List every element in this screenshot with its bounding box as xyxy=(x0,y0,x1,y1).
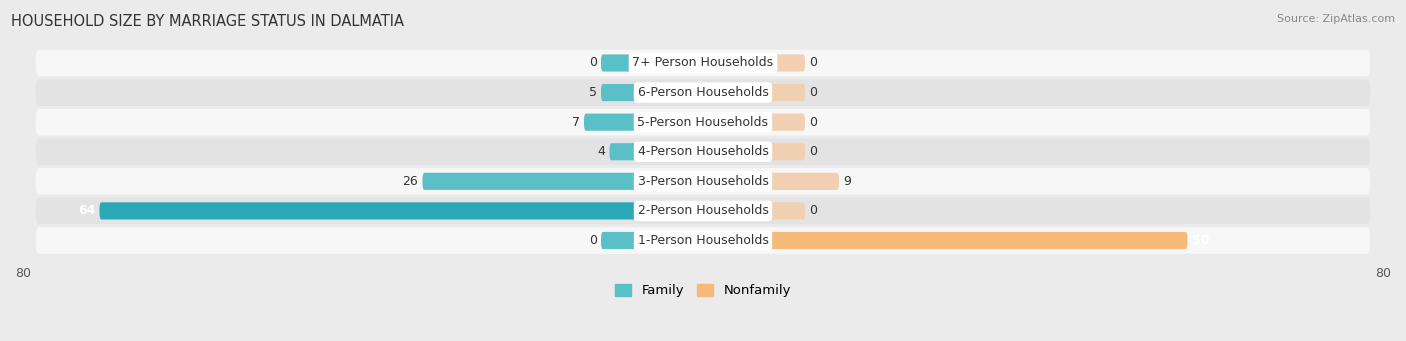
FancyBboxPatch shape xyxy=(703,143,806,160)
FancyBboxPatch shape xyxy=(703,202,806,220)
FancyBboxPatch shape xyxy=(703,55,806,72)
Text: 4: 4 xyxy=(598,145,605,158)
Text: 3-Person Households: 3-Person Households xyxy=(637,175,769,188)
FancyBboxPatch shape xyxy=(35,197,1371,224)
Text: 0: 0 xyxy=(810,204,817,218)
FancyBboxPatch shape xyxy=(35,168,1371,195)
Text: 0: 0 xyxy=(810,145,817,158)
Text: 7+ Person Households: 7+ Person Households xyxy=(633,57,773,70)
Text: HOUSEHOLD SIZE BY MARRIAGE STATUS IN DALMATIA: HOUSEHOLD SIZE BY MARRIAGE STATUS IN DAL… xyxy=(11,14,405,29)
FancyBboxPatch shape xyxy=(35,50,1371,76)
Legend: Family, Nonfamily: Family, Nonfamily xyxy=(610,279,796,303)
Text: 4-Person Households: 4-Person Households xyxy=(637,145,769,158)
Text: 5: 5 xyxy=(589,86,596,99)
Text: 6-Person Households: 6-Person Households xyxy=(637,86,769,99)
FancyBboxPatch shape xyxy=(35,138,1371,165)
Text: 2-Person Households: 2-Person Households xyxy=(637,204,769,218)
FancyBboxPatch shape xyxy=(703,114,806,131)
Text: 26: 26 xyxy=(402,175,418,188)
FancyBboxPatch shape xyxy=(703,232,1188,249)
Text: 7: 7 xyxy=(572,116,579,129)
FancyBboxPatch shape xyxy=(600,84,703,101)
Text: 0: 0 xyxy=(810,57,817,70)
Text: Source: ZipAtlas.com: Source: ZipAtlas.com xyxy=(1277,14,1395,24)
Text: 1-Person Households: 1-Person Households xyxy=(637,234,769,247)
Text: 9: 9 xyxy=(844,175,851,188)
FancyBboxPatch shape xyxy=(600,55,703,72)
Text: 0: 0 xyxy=(589,234,596,247)
FancyBboxPatch shape xyxy=(35,227,1371,254)
FancyBboxPatch shape xyxy=(600,232,703,249)
FancyBboxPatch shape xyxy=(703,84,806,101)
Text: 0: 0 xyxy=(810,86,817,99)
FancyBboxPatch shape xyxy=(35,109,1371,135)
Text: 0: 0 xyxy=(589,57,596,70)
Text: 0: 0 xyxy=(810,116,817,129)
Text: 50: 50 xyxy=(1192,234,1209,247)
FancyBboxPatch shape xyxy=(583,114,703,131)
FancyBboxPatch shape xyxy=(703,173,839,190)
Text: 5-Person Households: 5-Person Households xyxy=(637,116,769,129)
FancyBboxPatch shape xyxy=(100,202,703,220)
Text: 64: 64 xyxy=(77,204,96,218)
FancyBboxPatch shape xyxy=(609,143,703,160)
FancyBboxPatch shape xyxy=(35,79,1371,106)
FancyBboxPatch shape xyxy=(422,173,703,190)
